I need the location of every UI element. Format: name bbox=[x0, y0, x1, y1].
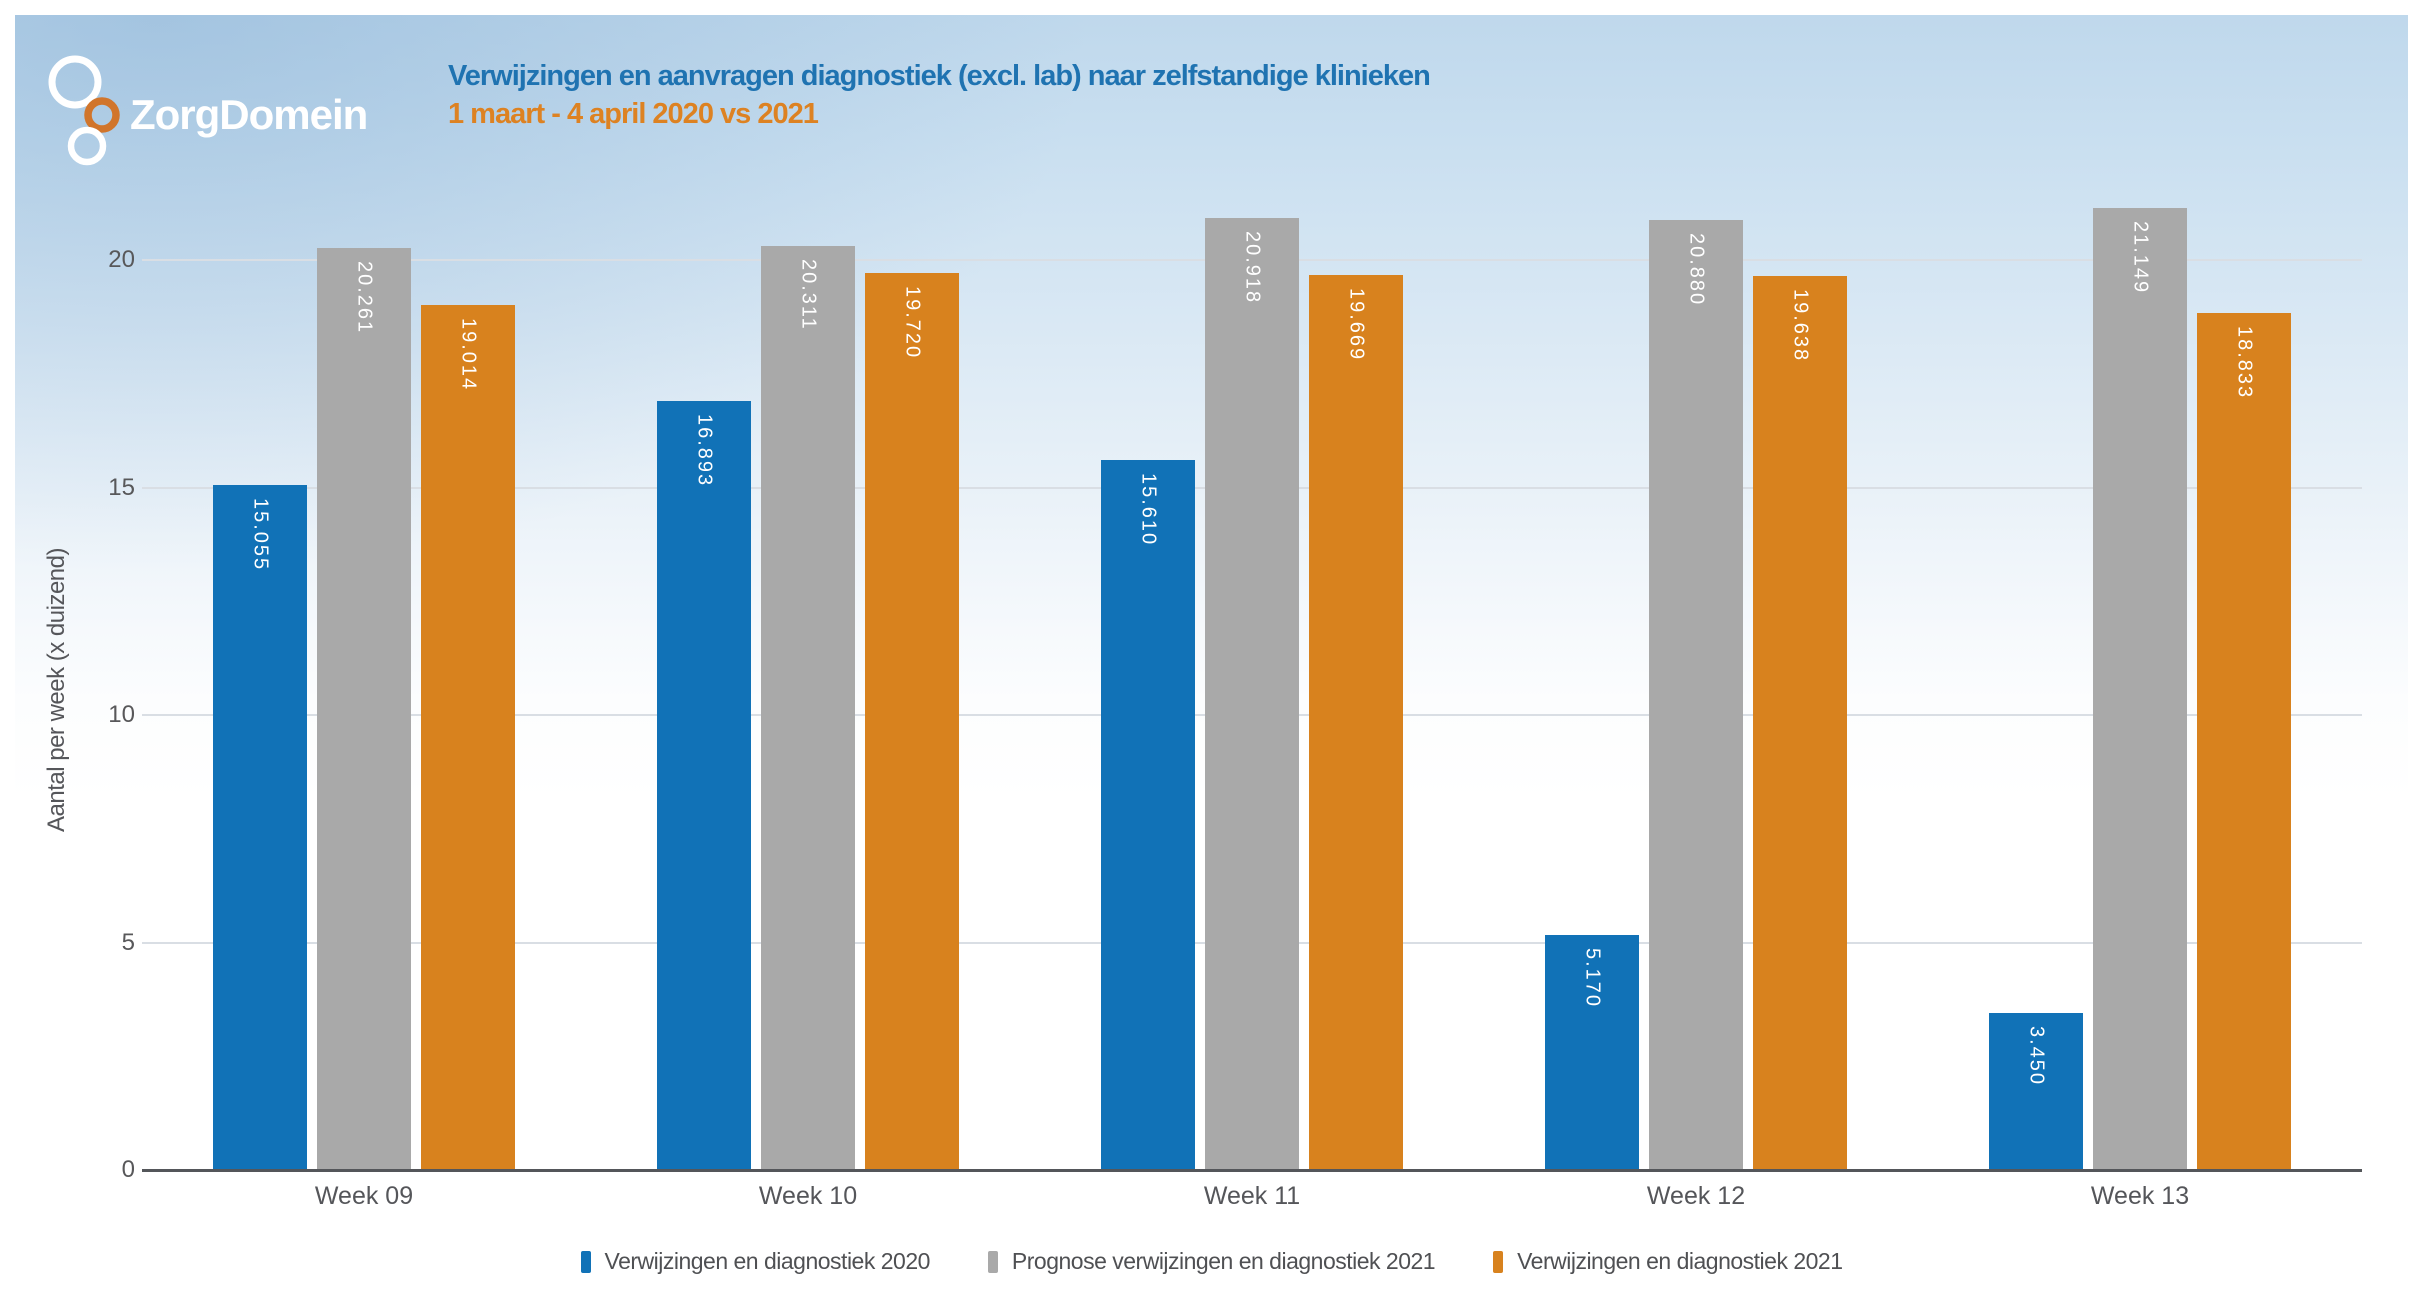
legend-marker bbox=[987, 1250, 998, 1273]
bar: 16.893 bbox=[657, 401, 751, 1170]
bar: 18.833 bbox=[2197, 313, 2291, 1170]
bar-group: 16.893 20.311 19.720 bbox=[586, 201, 1030, 1170]
bar: 20.261 bbox=[317, 248, 411, 1170]
x-axis-line bbox=[142, 1169, 2362, 1172]
bar-value-label: 20.261 bbox=[353, 261, 376, 335]
legend-item: Prognose verwijzingen en diagnostiek 202… bbox=[987, 1248, 1436, 1275]
bar-group: 15.610 20.918 19.669 bbox=[1030, 201, 1474, 1170]
chart-subtitle: 1 maart - 4 april 2020 vs 2021 bbox=[448, 98, 819, 130]
bar-value-label: 19.720 bbox=[901, 285, 924, 359]
bar-group: 5.170 20.880 19.638 bbox=[1474, 201, 1918, 1170]
bar: 15.610 bbox=[1101, 459, 1195, 1170]
bar: 20.918 bbox=[1205, 218, 1299, 1170]
legend-item: Verwijzingen en diagnostiek 2021 bbox=[1493, 1248, 1843, 1275]
bar: 19.669 bbox=[1309, 275, 1403, 1170]
x-axis-label: Week 11 bbox=[1203, 1182, 1301, 1210]
bar: 15.055 bbox=[213, 485, 307, 1170]
bar-group: 15.055 20.261 19.014 bbox=[142, 201, 586, 1170]
y-tick-label: 20 bbox=[108, 246, 135, 273]
bar-value-label: 15.055 bbox=[249, 498, 272, 572]
x-axis-label: Week 13 bbox=[2090, 1182, 2190, 1210]
bar-value-label: 20.918 bbox=[1241, 231, 1264, 305]
bar-value-label: 15.610 bbox=[1137, 472, 1160, 546]
x-axis-label: Week 12 bbox=[1646, 1182, 1746, 1210]
bar-value-label: 19.638 bbox=[1789, 289, 1812, 363]
y-tick-label: 5 bbox=[121, 928, 135, 956]
bar-value-label: 5.170 bbox=[1581, 947, 1604, 1008]
legend-item: Verwijzingen en diagnostiek 2020 bbox=[580, 1248, 931, 1275]
y-axis-title: Aantal per week (x duizend) bbox=[43, 548, 70, 832]
legend-label: Prognose verwijzingen en diagnostiek 202… bbox=[1011, 1248, 1436, 1274]
brand-wordmark: ZorgDomein bbox=[130, 91, 368, 138]
chart-legend: Verwijzingen en diagnostiek 2020 Prognose… bbox=[0, 1248, 2423, 1275]
bar-value-label: 3.450 bbox=[2025, 1026, 2048, 1087]
bar: 19.638 bbox=[1753, 276, 1847, 1170]
bar-group: 3.450 21.149 18.833 bbox=[1918, 201, 2362, 1170]
y-tick-label: 15 bbox=[108, 473, 135, 501]
bar: 5.170 bbox=[1545, 934, 1639, 1170]
bar-chart-plot-area: 15.055 20.261 19.014 16.893 20.311 19.720 15.6… bbox=[142, 201, 2362, 1170]
bar-value-label: 20.880 bbox=[1685, 232, 1708, 307]
y-tick-label: 0 bbox=[121, 1156, 135, 1183]
bar-value-label: 16.893 bbox=[693, 414, 716, 488]
zorgdomein-logo-icon bbox=[48, 55, 120, 166]
bar-value-label: 18.833 bbox=[2233, 326, 2256, 400]
bar: 20.311 bbox=[761, 245, 855, 1170]
legend-marker bbox=[1493, 1250, 1504, 1273]
x-axis-label: Week 10 bbox=[758, 1182, 858, 1210]
chart-title: Verwijzingen en aanvragen diagnostiek (e… bbox=[448, 60, 1431, 92]
y-tick-label: 10 bbox=[108, 701, 135, 728]
bar: 21.149 bbox=[2093, 207, 2187, 1170]
legend-marker bbox=[580, 1250, 591, 1273]
bar: 3.450 bbox=[1989, 1013, 2083, 1170]
x-axis-label: Week 09 bbox=[314, 1182, 414, 1210]
bar-value-label: 21.149 bbox=[2129, 220, 2152, 294]
bar: 19.720 bbox=[865, 272, 959, 1170]
bar: 19.014 bbox=[421, 304, 515, 1170]
bar-value-label: 20.311 bbox=[797, 258, 820, 331]
bar-value-label: 19.014 bbox=[457, 317, 480, 392]
bar-value-label: 19.669 bbox=[1345, 288, 1368, 362]
bar: 20.880 bbox=[1649, 219, 1743, 1170]
legend-label: Verwijzingen en diagnostiek 2020 bbox=[604, 1248, 931, 1274]
legend-label: Verwijzingen en diagnostiek 2021 bbox=[1517, 1248, 1843, 1274]
